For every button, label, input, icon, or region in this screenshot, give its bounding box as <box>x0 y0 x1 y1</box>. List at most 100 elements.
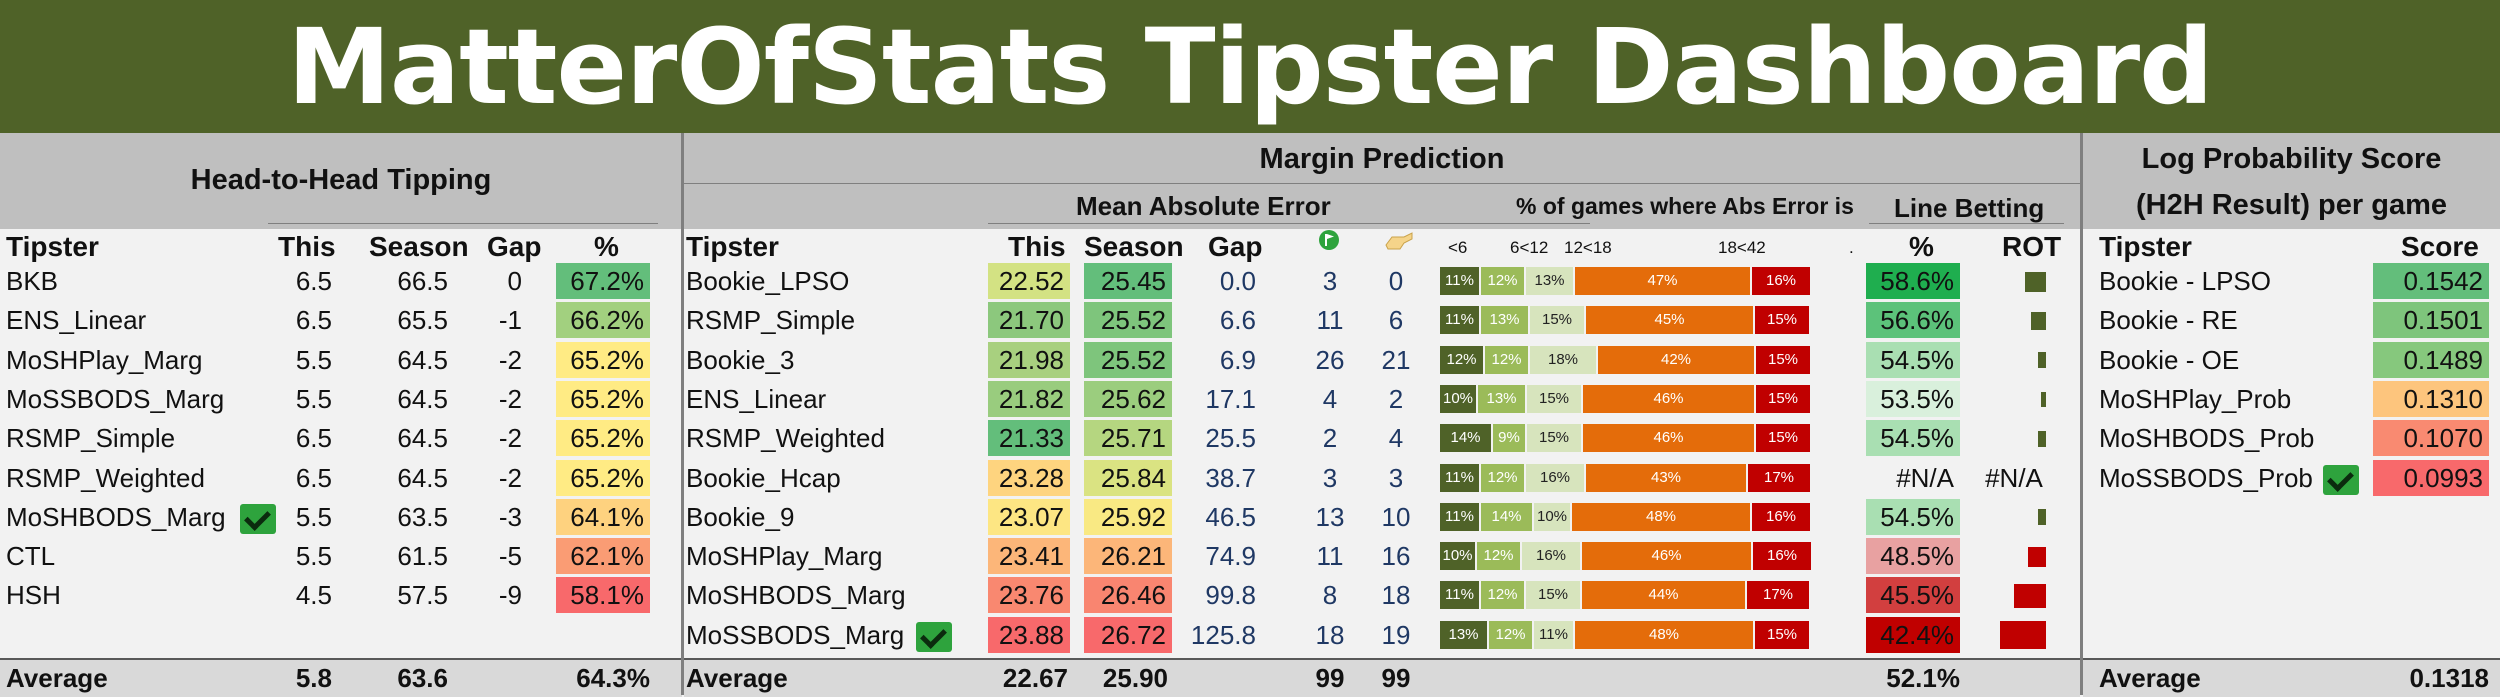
h2h-season: 64.5 <box>397 383 448 414</box>
abs-error-bucket-bar: 13% <box>1478 384 1525 413</box>
margin-gap: 6.6 <box>1219 305 1256 336</box>
margin-col-season: Season <box>1084 231 1184 262</box>
margin-c2: 10 <box>1381 501 1411 532</box>
dashboard-title: MatterOfStats Tipster Dashboard <box>287 5 2213 128</box>
abs-error-bucket-bar: 48% <box>1575 620 1753 649</box>
abs-error-bucket-bar: 15% <box>1526 581 1580 610</box>
margin-section-title: Margin Prediction <box>1259 143 1505 175</box>
abs-error-bucket-bar: 16% <box>1753 542 1811 571</box>
h2h-header-band <box>0 133 682 229</box>
abs-error-bucket-bar: 46% <box>1583 424 1754 453</box>
line-betting-title-underline <box>1869 223 2064 224</box>
abs-error-bucket-bar: 16% <box>1752 267 1810 295</box>
logprob-score: 0.1489 <box>2373 341 2489 378</box>
margin-gap: 99.8 <box>1205 580 1256 611</box>
h2h-pct: 62.1% <box>556 538 650 575</box>
h2h-col-tipster: Tipster <box>6 231 99 262</box>
margin-average-label: Average <box>686 663 788 693</box>
logprob-header-band <box>2083 133 2500 229</box>
margin-c2: 4 <box>1388 423 1404 454</box>
margin-average-c1: 99 <box>1315 663 1345 693</box>
line-betting-pct: 54.5% <box>1866 498 1960 535</box>
abs-error-bucket-bar: 10% <box>1440 542 1475 571</box>
hand-pointer-icon <box>1384 231 1414 251</box>
margin-tipster: Bookie_9 <box>686 501 795 532</box>
bucket-label-3: 12<18 <box>1564 238 1612 257</box>
h2h-gap: -2 <box>498 383 522 414</box>
abs-error-bucket-bar: 15% <box>1756 384 1810 413</box>
abs-error-bucket-bar: 11% <box>1440 463 1479 492</box>
margin-c1: 3 <box>1322 462 1338 493</box>
line-betting-pct: 42.4% <box>1866 616 1960 653</box>
margin-c1: 2 <box>1322 423 1338 454</box>
margin-tipster: RSMP_Simple <box>686 305 856 336</box>
margin-season: 25.92 <box>1084 498 1172 535</box>
logprob-row: MoSHPlay_Prob 0.1310 <box>2083 380 2500 418</box>
abs-error-bucket-bar: 44% <box>1582 581 1745 610</box>
logprob-score: 0.0993 <box>2373 459 2489 496</box>
abs-error-bucket-bar: 16% <box>1752 502 1810 531</box>
h2h-tipster: BKB <box>6 266 59 296</box>
margin-row: RSMP_Weighted 21.33 25.71 25.5 2 4 14% 9% 15% 46%… <box>684 420 2080 457</box>
margin-row: Bookie_Hcap 23.28 25.84 38.7 3 3 11% 12% 16% 43% 1… <box>684 459 2080 497</box>
h2h-season: 63.5 <box>397 501 448 532</box>
margin-this: 23.41 <box>988 538 1070 575</box>
rot-bar <box>2038 352 2046 369</box>
logprob-average-label: Average <box>2099 663 2201 693</box>
line-betting-pct: 53.5% <box>1866 380 1960 417</box>
h2h-average-pct: 64.3% <box>576 663 650 693</box>
divider-1 <box>681 133 684 695</box>
h2h-this: 5.5 <box>295 541 332 572</box>
abs-error-bucket-bar: 11% <box>1440 502 1479 531</box>
margin-gap: 46.5 <box>1205 501 1256 532</box>
h2h-row: HSH 4.5 57.5 -9 58.1% <box>0 577 682 614</box>
margin-c1: 18 <box>1315 619 1345 650</box>
logprob-tipster: MoSHPlay_Prob <box>2099 383 2292 414</box>
h2h-tipster: MoSHBODS_Marg <box>6 501 226 532</box>
margin-gap: 25.5 <box>1205 423 1256 454</box>
logprob-row: Bookie - OE 0.1489 <box>2083 341 2500 379</box>
logprob-score: 0.1310 <box>2373 380 2489 417</box>
abs-error-bucket-bar: 12% <box>1489 620 1532 649</box>
margin-season: 26.21 <box>1084 538 1172 575</box>
margin-c2: 3 <box>1388 462 1404 493</box>
h2h-section-title: Head-to-Head Tipping <box>190 164 492 196</box>
margin-gap: 125.8 <box>1190 619 1256 650</box>
h2h-tipster: MoSHPlay_Marg <box>6 344 203 375</box>
bucket-label-1: <6 <box>1448 238 1468 257</box>
h2h-this: 5.5 <box>295 344 332 375</box>
margin-this: 21.33 <box>988 420 1070 457</box>
mae-section-title: Mean Absolute Error <box>1076 191 1331 221</box>
h2h-pct: 65.2% <box>556 380 650 417</box>
h2h-gap: -9 <box>498 580 522 611</box>
h2h-gap: -2 <box>498 462 522 493</box>
rot-bar <box>2031 311 2046 330</box>
logprob-row: Bookie - RE 0.1501 <box>2083 302 2500 339</box>
margin-tipster: MoSHPlay_Marg <box>686 541 883 572</box>
margin-c1: 8 <box>1322 580 1338 611</box>
abs-error-bucket-bar: 14% <box>1481 502 1532 531</box>
green-flag-icon <box>1318 229 1340 251</box>
margin-c1: 11 <box>1316 541 1344 572</box>
h2h-pct: 67.2% <box>556 263 650 299</box>
h2h-tipster: ENS_Linear <box>6 305 147 336</box>
abs-error-bucket-bar: 15% <box>1527 424 1581 453</box>
margin-c2: 16 <box>1381 541 1411 572</box>
abs-error-bucket-bar: 48% <box>1572 502 1750 531</box>
margin-row: MoSHPlay_Marg 23.41 26.21 74.9 11 16 10% 12% 16%… <box>684 538 2080 575</box>
margin-this: 23.76 <box>988 577 1070 614</box>
mae-title-underline <box>988 223 1463 224</box>
h2h-row: MoSHBODS_Marg 5.5 63.5 -3 64.1% <box>0 498 682 536</box>
margin-this: 21.70 <box>988 302 1070 339</box>
margin-c1: 26 <box>1315 344 1345 375</box>
margin-season: 25.84 <box>1084 459 1172 496</box>
rot-value: #N/A <box>1985 462 2043 493</box>
abs-error-bucket-bar: 18% <box>1530 345 1596 374</box>
logprob-average-row: Average 0.1318 <box>2083 658 2500 697</box>
logprob-score: 0.1501 <box>2373 302 2489 339</box>
rot-bar <box>2000 621 2046 650</box>
logprob-tipster: MoSHBODS_Prob <box>2099 423 2315 454</box>
bucket-label-4: 18<42 <box>1718 238 1766 257</box>
logprob-title-line-1: Log Probability Score <box>2141 143 2442 175</box>
h2h-pct: 64.1% <box>556 498 650 535</box>
